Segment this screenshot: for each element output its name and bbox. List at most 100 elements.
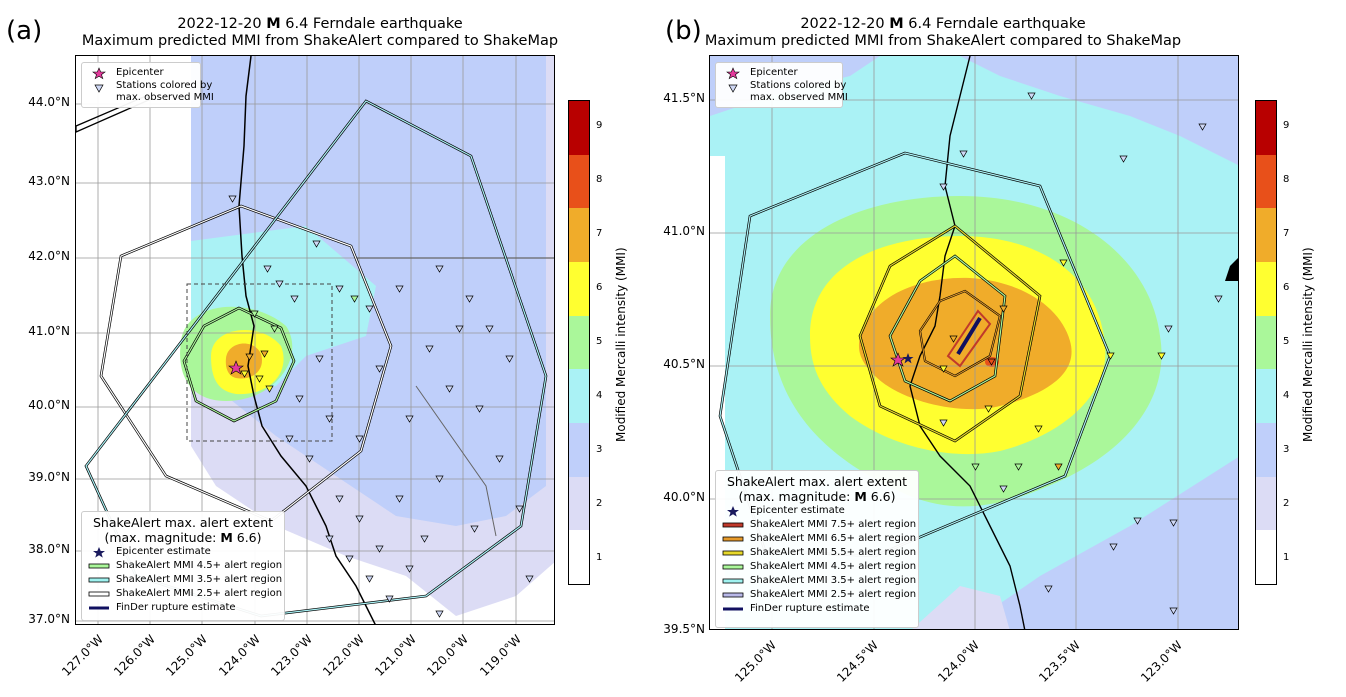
star-icon xyxy=(722,66,744,80)
lat-tick: 44.0°N xyxy=(28,95,70,109)
legend-item-label: ShakeAlert MMI 2.5+ alert region xyxy=(750,589,917,600)
colorbar-segment xyxy=(569,422,589,477)
triangle-icon xyxy=(722,80,744,94)
coastline xyxy=(238,56,376,624)
lat-tick: 41.0°N xyxy=(663,224,705,238)
colorbar-tick: 2 xyxy=(1283,498,1290,509)
lon-tick: 127.0°W xyxy=(59,632,106,679)
colorbar-tick: 4 xyxy=(596,390,603,401)
legend-stations: Stations colored by max. observed MMI xyxy=(716,80,848,106)
colorbar-segment xyxy=(569,261,589,316)
legend-epicenter: Epicenter xyxy=(82,66,200,80)
colorbar-tick: 7 xyxy=(596,228,603,239)
map-a[interactable]: Epicenter Stations colored by max. observ… xyxy=(75,55,555,625)
bottom-legend: ShakeAlert max. alert extent (max. magnit… xyxy=(715,470,919,628)
epicenter-star xyxy=(890,352,906,367)
epicenter-star xyxy=(228,360,244,375)
legend-item-label: ShakeAlert MMI 2.5+ alert region xyxy=(116,588,283,599)
mmi3-area-bottom xyxy=(962,457,1238,629)
lon-tick: 123.5°W xyxy=(1036,638,1083,685)
title-subtitle: Maximum predicted MMI from ShakeAlert co… xyxy=(81,33,559,49)
legend-items: Epicenter estimate ShakeAlert MMI 4.5+ al… xyxy=(82,545,284,615)
station-markers-mmi5 xyxy=(971,463,1023,471)
lat-tick: 39.5°N xyxy=(663,622,705,636)
colorbar-tick: 3 xyxy=(1283,444,1290,455)
colorbar-tick: 1 xyxy=(596,552,603,563)
legend-item-label: Epicenter estimate xyxy=(750,505,845,516)
legend-item-label: FinDer rupture estimate xyxy=(750,603,870,614)
rupture-line-icon xyxy=(722,602,744,616)
legend-item: FinDer rupture estimate xyxy=(82,601,284,615)
legend-item-label: ShakeAlert MMI 6.5+ alert region xyxy=(750,533,917,544)
colorbar-segment xyxy=(1256,422,1276,477)
colorbar-tick: 9 xyxy=(596,120,603,131)
panel-label: (b) xyxy=(665,16,702,46)
legend-item-label: ShakeAlert MMI 4.5+ alert region xyxy=(750,561,917,572)
lat-tick: 40.0°N xyxy=(28,398,70,412)
colorbar-label: Modified Mercalli intensity (MMI) xyxy=(614,247,628,442)
station-markers-mmi5 xyxy=(250,295,359,333)
legend-head-line2-pre: (max. magnitude: xyxy=(104,530,221,545)
colorbar-tick: 6 xyxy=(1283,282,1290,293)
legend-item: ShakeAlert MMI 2.5+ alert region xyxy=(82,587,284,601)
zoom-box xyxy=(186,283,333,442)
title-date: 2022-12-20 xyxy=(177,16,267,32)
legend-item: ShakeAlert MMI 3.5+ alert region xyxy=(82,573,284,587)
legend-item: ShakeAlert MMI 6.5+ alert region xyxy=(716,532,918,546)
legend-item: ShakeAlert MMI 2.5+ alert region xyxy=(716,588,918,602)
alert-region-line-icon xyxy=(722,574,744,588)
title-mag-symbol: M xyxy=(889,16,904,32)
station-markers xyxy=(939,92,1223,615)
lon-tick: 121.0°W xyxy=(372,632,419,679)
lat-tick: 41.0°N xyxy=(28,324,70,338)
legend-epicenter-label: Epicenter xyxy=(750,67,798,78)
colorbar-segment xyxy=(1256,476,1276,531)
title-event: 6.4 Ferndale earthquake xyxy=(903,16,1086,32)
alert-region-line-icon xyxy=(88,559,110,573)
alert-region-4.5-fill xyxy=(183,307,295,422)
lon-tick: 122.0°W xyxy=(320,632,367,679)
lat-tick: 40.5°N xyxy=(663,357,705,371)
legend-item: ShakeAlert MMI 5.5+ alert region xyxy=(716,546,918,560)
legend-item-label: ShakeAlert MMI 4.5+ alert region xyxy=(116,560,283,571)
legend-item: ShakeAlert MMI 4.5+ alert region xyxy=(716,560,918,574)
colorbar-segment xyxy=(569,476,589,531)
panel-title: 2022-12-20 M 6.4 Ferndale earthquake Max… xyxy=(703,16,1183,50)
alert-region-5.5-fill xyxy=(859,225,1041,442)
epicenter-estimate-star xyxy=(902,353,914,364)
legend-item: FinDer rupture estimate xyxy=(716,602,918,616)
station-markers-mmi7 xyxy=(949,305,1063,471)
legend-stations: Stations colored by max. observed MMI xyxy=(82,80,214,106)
lat-tick: 41.5°N xyxy=(663,91,705,105)
station-markers-mmi6 xyxy=(240,370,274,393)
map-b[interactable]: Epicenter Stations colored by max. observ… xyxy=(709,55,1239,630)
lon-tick: 123.0°W xyxy=(268,632,315,679)
lon-tick: 124.5°W xyxy=(834,638,881,685)
colorbar-tick: 2 xyxy=(596,498,603,509)
colorbar-segment xyxy=(569,154,589,209)
mmi2-area-bottom xyxy=(912,586,1010,629)
star-icon xyxy=(88,66,110,80)
title-date: 2022-12-20 xyxy=(800,16,890,32)
legend-item: ShakeAlert MMI 4.5+ alert region xyxy=(82,559,284,573)
legend-stations-label: Stations colored by max. observed MMI xyxy=(116,80,214,104)
colorbar-tick: 4 xyxy=(1283,390,1290,401)
lat-tick: 38.0°N xyxy=(28,542,70,556)
title-mag-symbol: M xyxy=(266,16,281,32)
alert-region-line-icon xyxy=(722,546,744,560)
state-border-diag xyxy=(415,385,497,537)
panel-b: (b) 2022-12-20 M 6.4 Ferndale earthquake… xyxy=(663,0,1346,697)
legend-items: Epicenter estimate ShakeAlert MMI 7.5+ al… xyxy=(716,504,918,616)
rupture-line-icon xyxy=(88,601,110,615)
legend-item-label: Epicenter estimate xyxy=(116,546,211,557)
lon-tick: 125.0°W xyxy=(732,638,779,685)
colorbar-segment xyxy=(569,315,589,370)
legend-head-line2-pre: (max. magnitude: xyxy=(738,489,855,504)
colorbar-segment xyxy=(1256,315,1276,370)
legend-epicenter: Epicenter xyxy=(716,66,842,80)
legend-head-line2-post: 6.6) xyxy=(866,489,896,504)
legend-item-label: ShakeAlert MMI 7.5+ alert region xyxy=(750,519,917,530)
colorbar-segment xyxy=(1256,154,1276,209)
alert-region-line-icon xyxy=(722,588,744,602)
legend-head: ShakeAlert max. alert extent (max. magnit… xyxy=(716,471,918,504)
